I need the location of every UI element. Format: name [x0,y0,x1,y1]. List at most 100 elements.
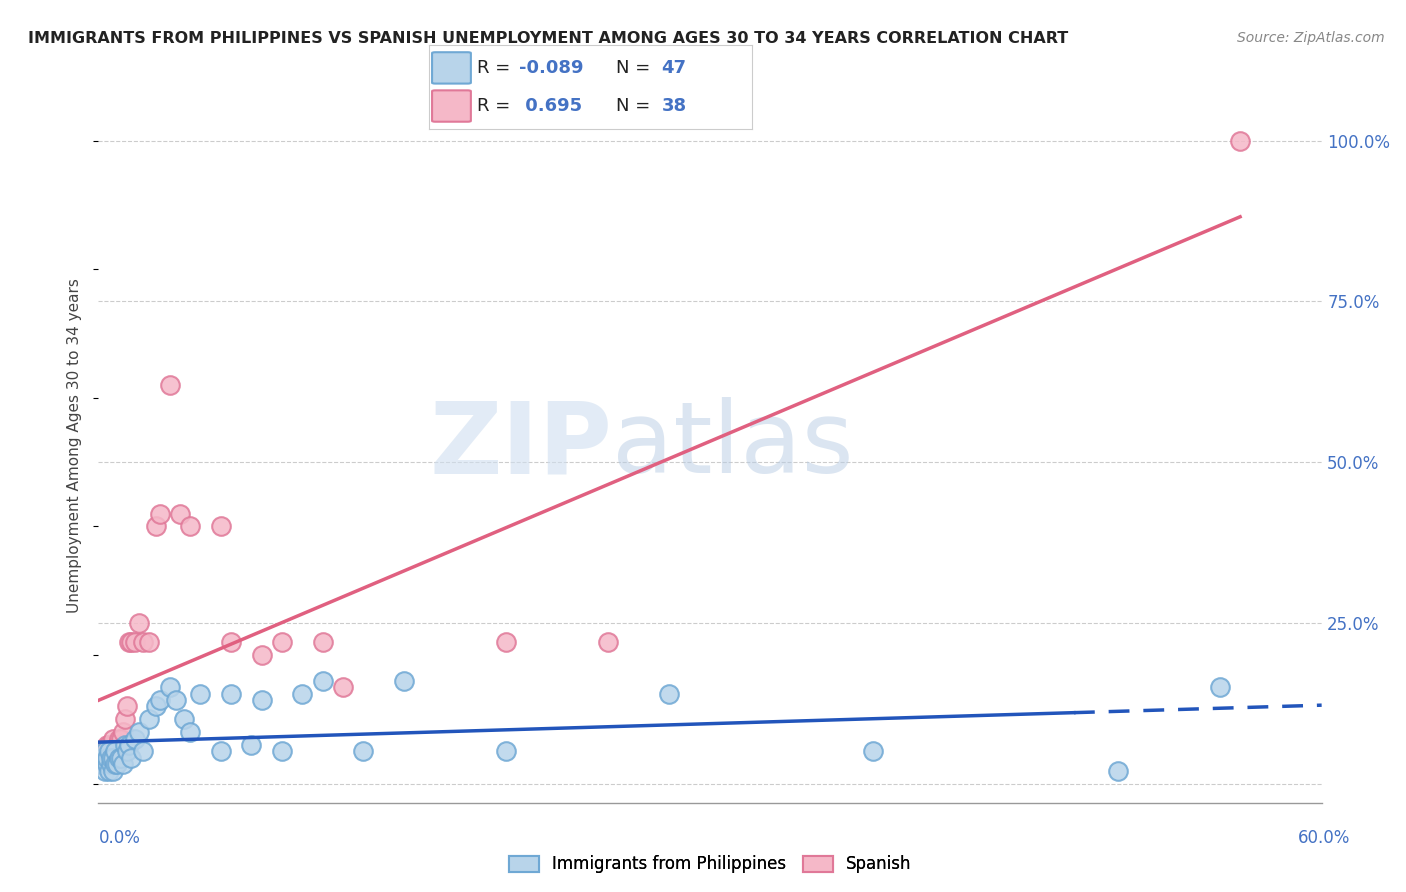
Point [101,738,124,752]
Point [124,635,146,649]
Point [97,744,120,758]
Point [97,738,120,752]
Point [114,738,136,752]
Point [169,507,191,521]
Point [862,744,884,758]
Text: 0.0%: 0.0% [98,829,141,847]
Point [100,751,122,765]
Point [105,757,128,772]
Point [179,519,201,533]
Point [100,744,122,758]
Point [124,731,146,746]
Point [108,731,131,746]
Text: atlas: atlas [612,398,853,494]
Point [312,635,335,649]
Point [1107,764,1129,778]
Point [332,680,354,694]
Point [108,751,131,765]
Text: N =: N = [616,97,657,115]
Point [110,731,132,746]
Point [104,744,127,758]
Point [89,757,111,772]
Point [89,757,111,772]
Text: 0.695: 0.695 [519,97,582,115]
Point [96,738,118,752]
Point [495,635,517,649]
Point [312,673,335,688]
Point [111,757,134,772]
Point [100,757,122,772]
Text: Source: ZipAtlas.com: Source: ZipAtlas.com [1237,31,1385,45]
Point [115,699,138,714]
Point [1209,680,1232,694]
Point [104,757,127,772]
Point [219,635,242,649]
Point [658,686,681,700]
Point [291,686,314,700]
Point [132,744,155,758]
Legend: Immigrants from Philippines, Spanish: Immigrants from Philippines, Spanish [502,849,918,880]
Point [145,699,167,714]
Text: R =: R = [478,97,516,115]
Text: 60.0%: 60.0% [1298,829,1350,847]
Text: 47: 47 [662,59,686,77]
Point [1229,134,1251,148]
Point [173,712,195,726]
Point [159,378,181,392]
Point [240,738,263,752]
Point [250,693,273,707]
Y-axis label: Unemployment Among Ages 30 to 34 years: Unemployment Among Ages 30 to 34 years [67,278,83,614]
Point [179,725,201,739]
Point [120,751,142,765]
Text: -0.089: -0.089 [519,59,583,77]
Point [270,635,294,649]
Text: IMMIGRANTS FROM PHILIPPINES VS SPANISH UNEMPLOYMENT AMONG AGES 30 TO 34 YEARS CO: IMMIGRANTS FROM PHILIPPINES VS SPANISH U… [28,31,1069,46]
Point [97,751,120,765]
Point [188,686,212,700]
Point [132,635,155,649]
Point [91,751,114,765]
Point [120,635,142,649]
Point [495,744,517,758]
Point [96,751,118,765]
Point [114,712,136,726]
Text: ZIP: ZIP [429,398,612,494]
Point [115,744,138,758]
Point [165,693,187,707]
Point [104,744,127,758]
Point [138,635,160,649]
Point [118,635,141,649]
Point [96,757,118,772]
Point [219,686,242,700]
Point [138,712,160,726]
FancyBboxPatch shape [432,90,471,121]
Point [93,757,115,772]
Point [598,635,620,649]
Point [111,725,134,739]
Point [96,751,118,765]
Point [97,764,120,778]
Point [105,738,128,752]
Text: 38: 38 [662,97,686,115]
Point [209,744,232,758]
Point [101,764,124,778]
Point [93,764,115,778]
Point [91,751,114,765]
Point [128,725,150,739]
Point [93,744,115,758]
Point [101,731,124,746]
Point [159,680,181,694]
Point [149,693,172,707]
Point [93,744,115,758]
Point [250,648,273,662]
Text: N =: N = [616,59,657,77]
FancyBboxPatch shape [432,53,471,84]
Point [392,673,416,688]
Point [128,615,150,630]
Point [149,507,172,521]
Point [145,519,167,533]
Text: R =: R = [478,59,516,77]
Point [209,519,232,533]
Point [110,751,132,765]
Point [101,751,124,765]
